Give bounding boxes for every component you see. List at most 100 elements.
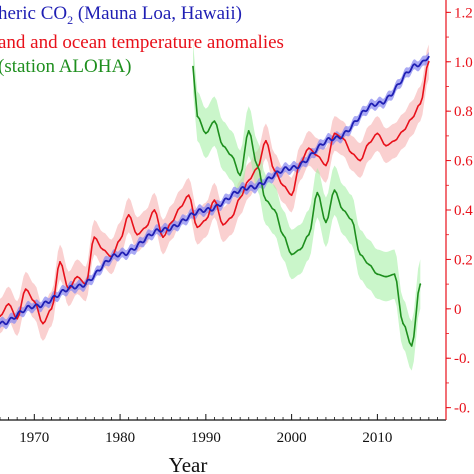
x-tick-label-1980: 1980: [105, 430, 135, 446]
point-temp: [187, 194, 190, 197]
point-ph: [213, 120, 216, 122]
line-co2: [0, 56, 430, 326]
point-temp: [119, 238, 121, 241]
point-temp: [93, 236, 96, 239]
point-ph: [402, 322, 404, 325]
point-temp: [16, 317, 19, 320]
legend-temperature: and and ocean temperature anomalies: [0, 32, 284, 53]
point-temp: [316, 154, 319, 157]
legend-co2: heric CO2 (Mauna Loa, Hawaii): [0, 3, 242, 27]
x-tick-label-1970: 1970: [19, 430, 49, 446]
point-temp: [350, 152, 353, 155]
right-tick-label: 0.2: [454, 252, 473, 268]
right-tick-label: 0.6: [454, 154, 473, 170]
point-co2: [162, 228, 164, 231]
point-temp: [427, 60, 430, 63]
point-temp: [76, 275, 79, 278]
axes: 1970 1980 1990 2000 2010 1.2 1.0 0.8 0.6 0.4 0.2 0 -…: [0, 0, 473, 446]
x-tick-label-2000: 2000: [277, 430, 307, 446]
point-ph: [290, 253, 293, 256]
point-ph: [299, 248, 302, 251]
point-temp: [50, 307, 53, 310]
point-temp: [325, 164, 327, 167]
point-ph: [265, 199, 267, 202]
point-ph: [359, 253, 362, 256]
point-ph: [376, 273, 379, 276]
legend-co2-post: (Mauna Loa, Hawaii): [73, 3, 242, 24]
point-temp: [144, 226, 147, 229]
point-co2: [33, 305, 36, 308]
point-temp: [282, 184, 284, 187]
point-ph: [230, 154, 233, 157]
point-temp: [170, 221, 173, 224]
point-ph: [410, 345, 413, 347]
point-temp: [342, 137, 344, 140]
point-temp: [265, 139, 267, 142]
point-ph: [192, 65, 194, 68]
point-temp: [59, 261, 61, 263]
point-temp: [359, 159, 362, 162]
point-ph: [282, 233, 284, 236]
point-ph: [222, 144, 224, 147]
right-tick-label: 1.2: [454, 5, 473, 21]
x-tick-label-1990: 1990: [191, 430, 221, 446]
legend: heric CO2 (Mauna Loa, Hawaii) and and oc…: [0, 3, 284, 77]
point-temp: [222, 223, 224, 226]
point-ph: [247, 130, 250, 132]
point-temp: [204, 219, 207, 221]
x-tick-label-2010: 2010: [362, 430, 392, 446]
point-co2: [427, 55, 430, 58]
point-temp: [393, 139, 396, 142]
point-temp: [419, 102, 422, 105]
point-temp: [410, 117, 413, 120]
point-temp: [33, 300, 36, 303]
point-temp: [42, 322, 44, 325]
point-temp: [290, 194, 293, 197]
point-ph: [325, 221, 327, 224]
point-ph: [196, 115, 199, 117]
point-co2: [419, 63, 422, 66]
legend-co2-pre: heric CO: [0, 3, 67, 24]
point-co2: [247, 186, 250, 189]
point-ph: [385, 275, 387, 278]
point-ph: [273, 209, 276, 211]
point-ph: [367, 263, 370, 266]
right-tick-label: 1.0: [454, 55, 473, 71]
point-temp: [307, 147, 310, 150]
point-temp: [102, 248, 104, 251]
point-temp: [136, 233, 139, 236]
point-ph: [342, 209, 344, 211]
right-tick-label: 0: [454, 302, 462, 318]
point-co2: [76, 285, 79, 288]
point-temp: [402, 130, 404, 132]
point-ph: [239, 174, 242, 177]
point-temp: [196, 226, 199, 229]
point-ph: [333, 189, 336, 192]
point-temp: [230, 216, 233, 219]
point-temp: [385, 144, 387, 147]
uncertainty-bands: [0, 42, 429, 371]
point-co2: [204, 209, 207, 211]
point-ph: [350, 219, 353, 221]
band-co2: [0, 51, 429, 330]
point-temp: [127, 214, 130, 216]
legend-co2-sub: 2: [67, 13, 73, 27]
point-co2: [0, 322, 1, 325]
point-temp: [247, 179, 250, 182]
point-ph: [204, 132, 207, 135]
point-ph: [393, 273, 396, 276]
point-temp: [273, 169, 276, 172]
point-temp: [7, 303, 10, 305]
point-temp: [213, 199, 216, 202]
point-temp: [0, 315, 1, 318]
point-co2: [376, 102, 379, 105]
point-temp: [367, 142, 370, 145]
point-temp: [179, 206, 182, 209]
right-tick-label: -0.: [454, 351, 470, 367]
band-ph: [193, 42, 421, 371]
point-co2: [290, 167, 293, 169]
point-temp: [239, 196, 242, 199]
point-ph: [256, 164, 259, 167]
